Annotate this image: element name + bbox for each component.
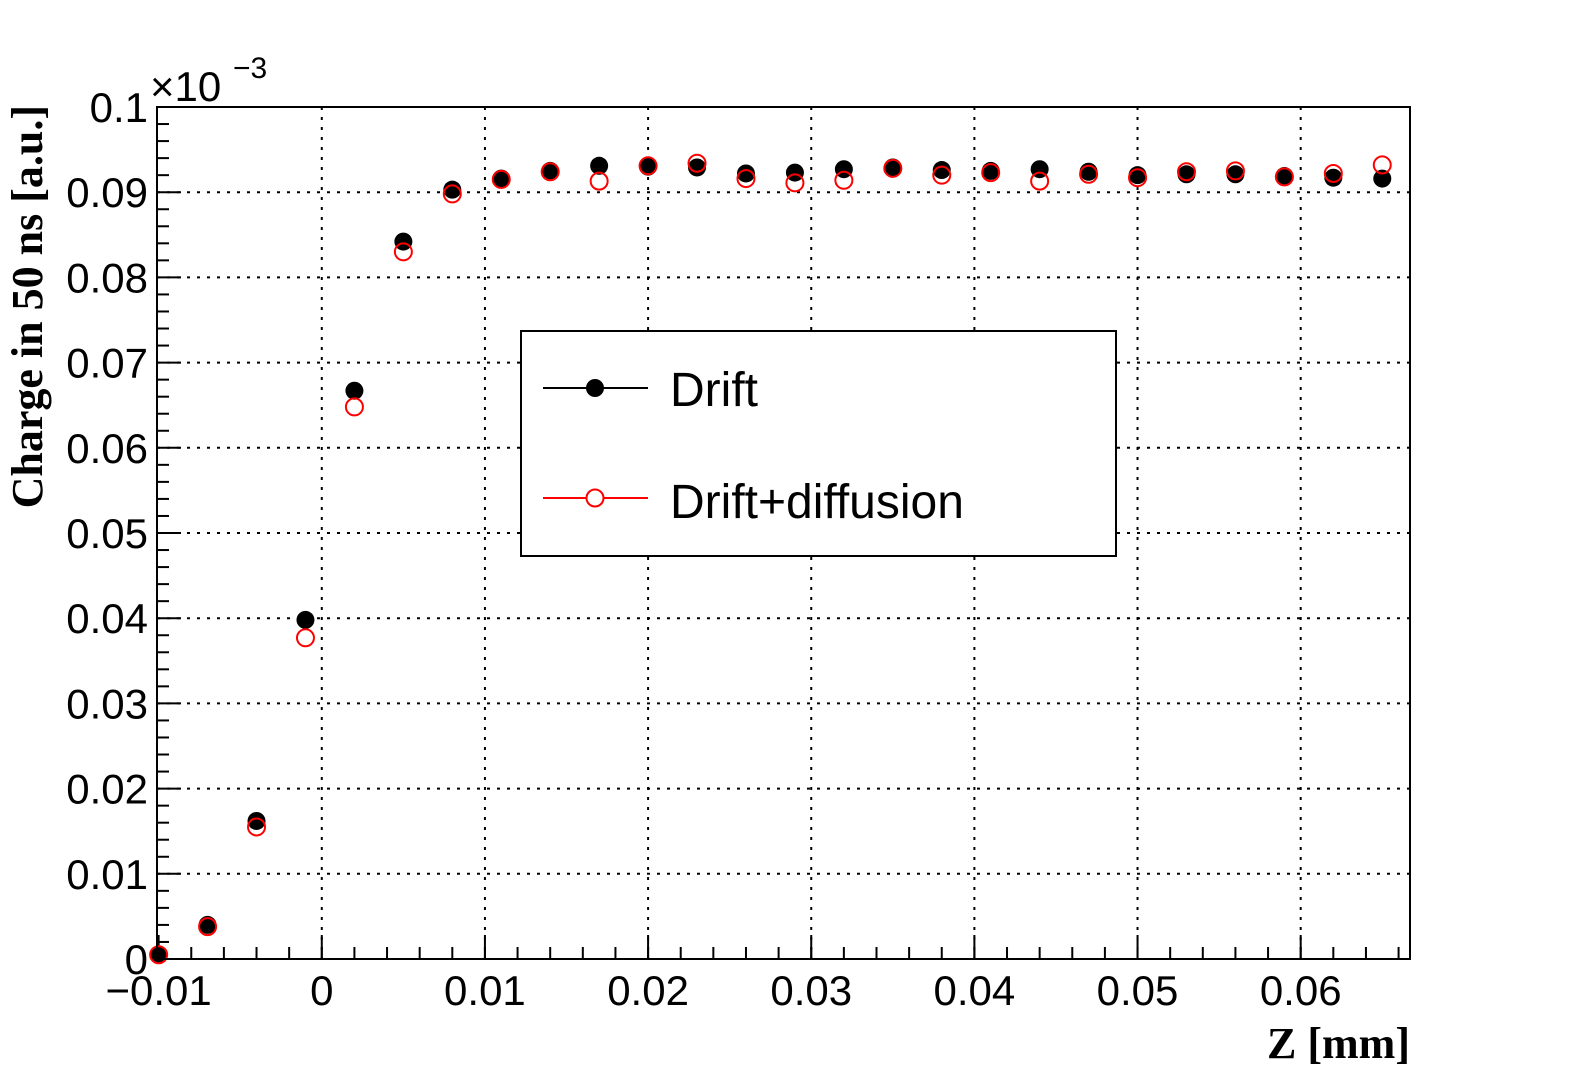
data-point	[981, 163, 1001, 183]
y-tick-label: 0.04	[66, 595, 148, 642]
data-point	[785, 173, 805, 193]
data-point	[1128, 168, 1148, 188]
data-point	[589, 171, 609, 191]
data-point	[491, 169, 511, 189]
data-point	[1274, 167, 1294, 187]
x-tick-label: 0.04	[934, 967, 1016, 1014]
data-point	[687, 153, 707, 173]
y-tick-label: 0.01	[66, 851, 148, 898]
data-point	[1176, 162, 1196, 182]
data-point	[492, 169, 511, 188]
grid	[157, 107, 1410, 959]
series-drift-diffusion	[149, 153, 1392, 965]
y-tick-label: 0.08	[66, 254, 148, 301]
y-multiplier-exponent: −3	[233, 52, 267, 85]
data-point	[1079, 164, 1099, 184]
legend-box	[520, 330, 1117, 557]
legend-marker-drift-diffusion	[585, 488, 605, 508]
data-point	[1030, 171, 1050, 191]
data-point	[247, 811, 266, 830]
data-point	[198, 917, 218, 937]
legend-label-drift: Drift	[670, 364, 758, 417]
y-tick-label: 0.05	[66, 510, 148, 557]
data-point	[1275, 167, 1294, 186]
plot-frame	[156, 106, 1411, 960]
data-point	[442, 184, 462, 204]
series-drift	[149, 156, 1392, 964]
data-point	[394, 232, 413, 251]
data-point	[736, 164, 755, 183]
data-point	[688, 158, 707, 177]
data-point	[1373, 169, 1392, 188]
y-axis-title: Charge in 50 ns [a.u.]	[3, 105, 52, 508]
data-point	[932, 165, 952, 185]
data-point	[344, 397, 364, 417]
x-tick-label: 0	[310, 967, 333, 1014]
data-point	[590, 156, 609, 175]
y-tick-label: 0.06	[66, 425, 148, 472]
data-point	[296, 610, 315, 629]
x-tick-label: 0.01	[444, 967, 526, 1014]
y-tick-labels: 0 0.01 0.02 0.03 0.04 0.05 0.06 0.07 0.08 0.09 0.1	[66, 84, 148, 983]
data-point	[295, 628, 315, 648]
y-multiplier-base: ×10	[150, 63, 221, 110]
legend-label-drift-diffusion: Drift+diffusion	[670, 476, 964, 529]
data-point	[883, 158, 902, 177]
data-point	[834, 170, 854, 190]
x-tick-label: 0.02	[607, 967, 689, 1014]
y-tick-label: 0.07	[66, 340, 148, 387]
data-point	[785, 163, 804, 182]
y-tick-label: 0.09	[66, 169, 148, 216]
x-tick-label: −0.01	[105, 967, 211, 1014]
legend-marker-drift	[586, 379, 604, 397]
x-tick-label: 0.06	[1260, 967, 1342, 1014]
data-point	[639, 157, 658, 176]
y-tick-label: 0.1	[90, 84, 148, 131]
data-point	[540, 162, 560, 182]
data-point	[883, 158, 903, 178]
legend: Drift Drift+diffusion	[520, 330, 1117, 557]
data-point	[932, 161, 951, 180]
data-point	[1324, 168, 1343, 187]
data-point	[345, 381, 364, 400]
data-point	[247, 817, 267, 837]
data-point	[1372, 155, 1392, 175]
data-point	[149, 945, 169, 965]
x-tick-label: 0.05	[1097, 967, 1179, 1014]
data-point	[638, 156, 658, 176]
data-point	[1226, 165, 1245, 184]
y-tick-label: 0	[125, 936, 148, 983]
x-tick-label: 0.03	[770, 967, 852, 1014]
data-point	[1225, 161, 1245, 181]
data-point	[1323, 163, 1343, 183]
y-tick-label: 0.03	[66, 680, 148, 727]
y-tick-label: 0.02	[66, 766, 148, 813]
data-point	[443, 180, 462, 199]
data-point	[736, 169, 756, 189]
data-point	[393, 242, 413, 262]
x-axis-title: Z [mm]	[1267, 1019, 1410, 1068]
series-layer	[149, 153, 1392, 965]
x-tick-labels: −0.01 0 0.01 0.02 0.03 0.04 0.05 0.06	[105, 967, 1341, 1014]
data-point	[541, 161, 560, 180]
